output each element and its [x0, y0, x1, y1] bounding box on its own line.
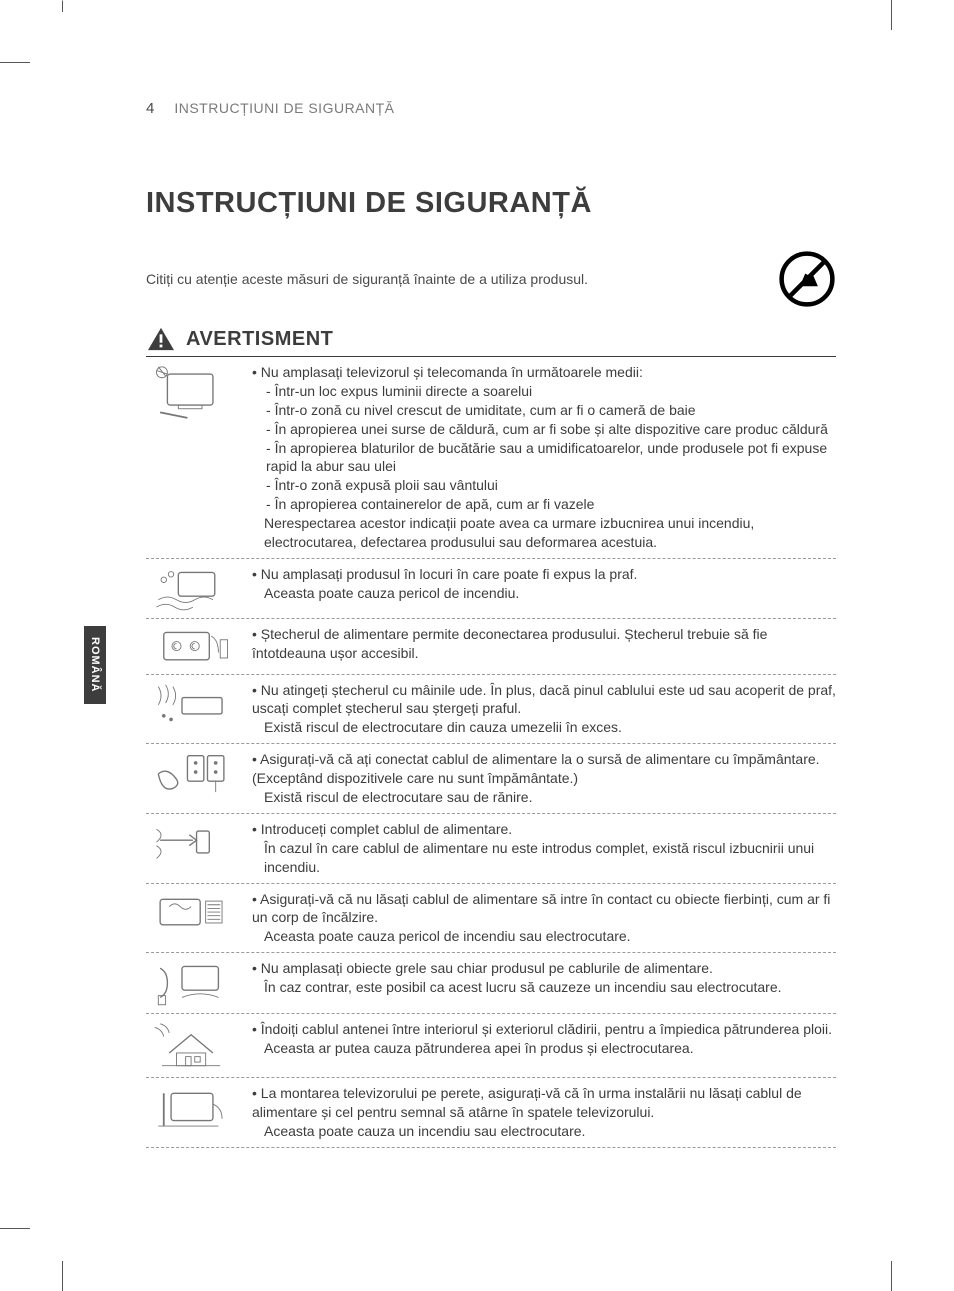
warning-sub-item: În apropierea unei surse de căldură, cum… [266, 420, 836, 439]
warning-illustration [146, 750, 238, 798]
warning-sub-item: Într-un loc expus luminii directe a soar… [266, 382, 836, 401]
warning-lead: Îndoiți cablul antenei între interiorul … [261, 1021, 832, 1037]
page-title: INSTRUCȚIUNI DE SIGURANȚĂ [146, 187, 836, 220]
warning-lead: Asigurați-vă că ați conectat cablul de a… [252, 751, 820, 786]
intro-text: Citiți cu atenție aceste măsuri de sigur… [146, 271, 588, 287]
warning-row: Nu amplasați televizorul și telecomanda … [146, 357, 836, 559]
page-number: 4 [146, 100, 154, 117]
warning-lead: Asigurați-vă că nu lăsați cablul de alim… [252, 891, 830, 926]
warning-lead: Nu amplasați obiecte grele sau chiar pro… [261, 960, 713, 976]
warning-sub-item: Într-o zonă cu nivel crescut de umiditat… [266, 401, 836, 420]
warning-follow: Există riscul de electrocutare sau de ră… [264, 788, 836, 807]
warning-header: AVERTISMENT [146, 326, 836, 357]
no-touch-icon [778, 250, 836, 308]
warning-illustration [146, 625, 238, 667]
warning-illustration [146, 681, 238, 723]
warning-illustration [146, 820, 238, 862]
warning-follow: Nerespectarea acestor indicații poate av… [264, 514, 836, 552]
warning-follow: Aceasta poate cauza pericol de incendiu … [264, 927, 836, 946]
warning-lead: Nu amplasați televizorul și telecomanda … [261, 364, 643, 380]
warning-row: Introduceți complet cablul de alimentare… [146, 814, 836, 884]
warning-lead: Nu atingeți ștecherul cu mâinile ude. În… [252, 682, 836, 717]
warning-follow: Aceasta poate cauza pericol de incendiu. [264, 584, 836, 603]
warning-follow: În caz contrar, este posibil ca acest lu… [264, 978, 836, 997]
warning-triangle-icon [146, 326, 176, 352]
warning-row: Îndoiți cablul antenei între interiorul … [146, 1014, 836, 1078]
warning-follow: Aceasta ar putea cauza pătrunderea apei … [264, 1039, 836, 1058]
warning-row: Nu amplasați produsul în locuri în care … [146, 559, 836, 620]
warning-illustration [146, 1020, 238, 1071]
warning-illustration [146, 1084, 238, 1130]
warning-row: Asigurați-vă că nu lăsați cablul de alim… [146, 884, 836, 954]
warning-illustration [146, 363, 238, 420]
warning-illustration [146, 959, 238, 1007]
warning-follow: În cazul în care cablul de alimentare nu… [264, 839, 836, 877]
warning-label: AVERTISMENT [186, 328, 333, 351]
warning-lead: Nu amplasați produsul în locuri în care … [261, 566, 638, 582]
warning-row: Nu amplasați obiecte grele sau chiar pro… [146, 953, 836, 1014]
warning-row: Asigurați-vă că ați conectat cablul de a… [146, 744, 836, 814]
running-header: 4 INSTRUCȚIUNI DE SIGURANȚĂ [146, 100, 836, 117]
warning-follow: Există riscul de electrocutare din cauza… [264, 718, 836, 737]
warning-row: Nu atingeți ștecherul cu mâinile ude. În… [146, 675, 836, 745]
page-content: 4 INSTRUCȚIUNI DE SIGURANȚĂ INSTRUCȚIUNI… [146, 100, 836, 1148]
warning-illustration [146, 890, 238, 932]
warning-row: Ștecherul de alimentare permite deconect… [146, 619, 836, 674]
warning-sub-item: În apropierea blaturilor de bucătărie sa… [266, 439, 836, 477]
warning-sub-item: Într-o zonă expusă ploii sau vântului [266, 476, 836, 495]
warning-follow: Aceasta poate cauza un incendiu sau elec… [264, 1122, 836, 1141]
warning-lead: Introduceți complet cablul de alimentare… [261, 821, 512, 837]
warning-lead: Ștecherul de alimentare permite deconect… [252, 626, 767, 661]
warning-illustration [146, 565, 238, 613]
header-section-title: INSTRUCȚIUNI DE SIGURANȚĂ [174, 100, 394, 116]
warning-row: La montarea televizorului pe perete, asi… [146, 1078, 836, 1148]
warning-sub-item: În apropierea containerelor de apă, cum … [266, 495, 836, 514]
language-tab: ROMÂNĂ [84, 626, 106, 704]
warning-lead: La montarea televizorului pe perete, asi… [252, 1085, 802, 1120]
